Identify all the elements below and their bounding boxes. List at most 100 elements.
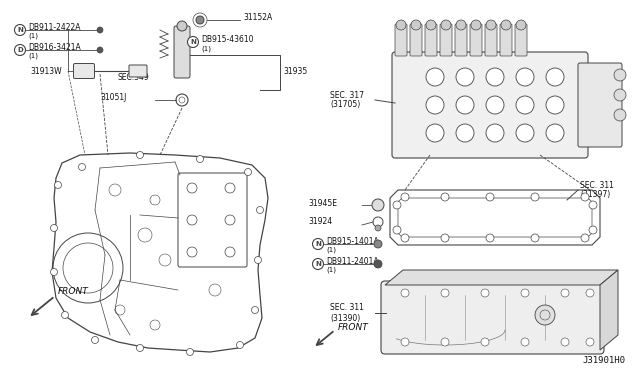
Circle shape [441,338,449,346]
Text: FRONT: FRONT [58,288,89,296]
Circle shape [516,96,534,114]
FancyBboxPatch shape [578,63,622,147]
Circle shape [393,226,401,234]
Circle shape [614,69,626,81]
Circle shape [372,199,384,211]
FancyBboxPatch shape [129,65,147,77]
Circle shape [561,289,569,297]
Circle shape [581,193,589,201]
Circle shape [136,344,143,352]
Text: 31913W: 31913W [30,67,61,77]
FancyBboxPatch shape [470,24,482,56]
Circle shape [396,20,406,30]
Circle shape [441,193,449,201]
Circle shape [92,337,99,343]
Circle shape [486,234,494,242]
Circle shape [456,20,466,30]
Circle shape [441,20,451,30]
Text: (1): (1) [326,267,336,273]
Circle shape [374,260,382,268]
Circle shape [237,341,243,349]
FancyBboxPatch shape [455,24,467,56]
Circle shape [401,193,409,201]
Circle shape [614,109,626,121]
Circle shape [486,68,504,86]
Text: (1): (1) [326,247,336,253]
Circle shape [546,124,564,142]
Circle shape [516,68,534,86]
Circle shape [312,238,323,250]
Circle shape [61,311,68,318]
Text: SEC.349: SEC.349 [118,74,150,83]
Circle shape [546,68,564,86]
Circle shape [393,201,401,209]
Circle shape [15,45,26,55]
Circle shape [136,151,143,158]
Circle shape [426,68,444,86]
Circle shape [486,96,504,114]
Text: N: N [315,241,321,247]
Circle shape [546,96,564,114]
FancyBboxPatch shape [440,24,452,56]
Circle shape [51,224,58,231]
Circle shape [521,338,529,346]
Circle shape [614,89,626,101]
FancyBboxPatch shape [410,24,422,56]
Text: 31945E: 31945E [308,199,337,208]
Circle shape [79,164,86,170]
Circle shape [375,225,381,231]
Circle shape [531,234,539,242]
Circle shape [188,36,198,48]
Circle shape [561,338,569,346]
Circle shape [186,349,193,356]
Text: DB915-1401A: DB915-1401A [326,237,379,246]
Text: SEC. 311: SEC. 311 [580,180,614,189]
Circle shape [589,201,597,209]
Circle shape [177,21,187,31]
Circle shape [535,305,555,325]
Text: (31397): (31397) [580,190,611,199]
Circle shape [589,226,597,234]
FancyBboxPatch shape [392,52,588,158]
Circle shape [401,234,409,242]
Circle shape [401,289,409,297]
Circle shape [196,16,204,24]
Text: (1): (1) [28,33,38,39]
Text: DB916-3421A: DB916-3421A [28,42,81,51]
Text: 31152A: 31152A [243,13,272,22]
Text: N: N [315,261,321,267]
Circle shape [411,20,421,30]
Text: SEC. 317: SEC. 317 [330,90,364,99]
Circle shape [456,68,474,86]
Circle shape [586,289,594,297]
Circle shape [441,289,449,297]
Text: J31901H0: J31901H0 [582,356,625,365]
Text: SEC. 311: SEC. 311 [330,304,364,312]
Text: DB911-2422A: DB911-2422A [28,22,81,32]
Circle shape [97,47,103,53]
Circle shape [51,269,58,276]
Text: D: D [17,47,23,53]
Text: DB911-2401A: DB911-2401A [326,257,379,266]
FancyBboxPatch shape [485,24,497,56]
Circle shape [196,155,204,163]
Text: 31051J: 31051J [100,93,126,103]
Circle shape [441,234,449,242]
Circle shape [501,20,511,30]
Text: (31705): (31705) [330,100,360,109]
Circle shape [15,25,26,35]
Text: 31924: 31924 [308,218,332,227]
Circle shape [97,27,103,33]
Circle shape [252,307,259,314]
Circle shape [456,96,474,114]
Text: N: N [190,39,196,45]
FancyBboxPatch shape [515,24,527,56]
Circle shape [471,20,481,30]
Circle shape [244,169,252,176]
Circle shape [516,124,534,142]
Text: (1): (1) [201,46,211,52]
Polygon shape [600,270,618,350]
FancyBboxPatch shape [500,24,512,56]
Circle shape [486,124,504,142]
Polygon shape [385,270,618,285]
